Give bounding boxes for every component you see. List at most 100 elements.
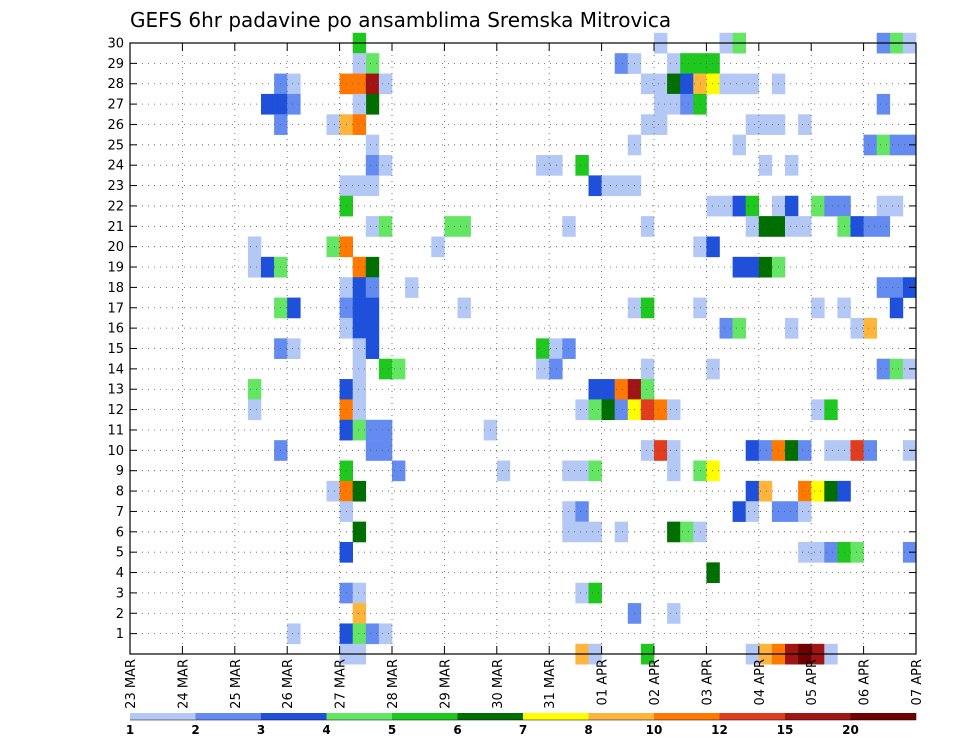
heatmap-cell	[247, 399, 262, 421]
y-tick-label: 11	[107, 423, 124, 438]
heatmap-cell	[824, 480, 838, 502]
heatmap-cell	[811, 480, 825, 502]
heatmap-cell	[601, 379, 615, 400]
x-axis-ticks: 23 MAR 24 MAR 25 MAR 26 MAR 27 MAR 28 MAR 29 M…	[124, 43, 925, 709]
heatmap-cell	[798, 501, 812, 522]
heatmap-cell	[824, 440, 838, 461]
y-tick-label: 18	[107, 281, 124, 296]
heatmap-cell	[850, 216, 864, 237]
heatmap-cell	[745, 216, 760, 237]
heatmap-cell	[745, 501, 760, 522]
y-tick-label: 4	[116, 566, 124, 581]
heatmap-cell	[876, 134, 891, 156]
y-tick-label: 15	[107, 342, 124, 357]
heatmap-cell	[640, 297, 655, 319]
y-tick-label: 30	[107, 37, 124, 52]
heatmap-cell	[785, 317, 799, 339]
colorbar-label: 7	[519, 723, 527, 737]
heatmap-cell	[352, 256, 367, 278]
colorbar-swatch	[850, 713, 917, 720]
heatmap-cell	[889, 134, 904, 156]
x-tick-label: 24 MAR	[176, 659, 191, 709]
heatmap-cell	[706, 460, 720, 482]
heatmap-cell	[732, 195, 746, 217]
heatmap-cell	[365, 73, 380, 95]
colorbar-label: 20	[842, 723, 859, 737]
heatmap-cell	[640, 73, 655, 95]
heatmap-cell	[798, 440, 812, 461]
heatmap-cell	[326, 236, 340, 258]
heatmap-cell	[614, 53, 629, 74]
heatmap-cell	[365, 440, 380, 461]
heatmap-cell	[824, 399, 838, 421]
y-tick-label: 28	[107, 77, 124, 92]
heatmap-cell	[889, 277, 904, 298]
x-tick-label: 25 MAR	[229, 659, 244, 709]
heatmap-cell	[378, 73, 393, 95]
heatmap-cell	[536, 155, 550, 176]
heatmap-cell	[378, 623, 393, 645]
heatmap-cell	[352, 623, 367, 645]
heatmap-cell	[431, 236, 445, 258]
grid-lines	[130, 43, 916, 654]
heatmap-cell	[365, 623, 380, 645]
heatmap-cell	[261, 256, 275, 278]
x-tick-label: 02 APR	[648, 659, 663, 705]
heatmap-cell	[575, 501, 589, 522]
heatmap-cell	[352, 521, 367, 543]
heatmap-cell	[850, 317, 864, 339]
heatmap-cell	[247, 256, 262, 278]
heatmap-cell	[575, 155, 589, 176]
y-tick-label: 12	[107, 403, 124, 418]
heatmap-cell	[785, 195, 799, 217]
heatmap-cell	[287, 93, 301, 115]
heatmap-cell	[654, 399, 668, 421]
y-tick-label: 24	[107, 159, 124, 174]
heatmap-cell	[706, 236, 720, 258]
heatmap-cell	[352, 53, 367, 74]
heatmap-cell	[614, 379, 629, 400]
colorbar-swatch	[457, 713, 524, 720]
y-tick-label: 13	[107, 383, 124, 398]
heatmap-cells	[247, 32, 917, 665]
heatmap-cell	[654, 114, 668, 135]
heatmap-cell	[261, 93, 275, 115]
y-tick-label: 22	[107, 199, 124, 214]
colorbar-label: 6	[453, 723, 461, 737]
heatmap-cell	[758, 216, 773, 237]
y-tick-label: 2	[116, 607, 124, 622]
heatmap-cell	[758, 256, 773, 278]
heatmap-cell	[365, 93, 380, 115]
heatmap-cell	[706, 73, 720, 95]
heatmap-cell	[667, 460, 681, 482]
y-tick-label: 6	[116, 525, 124, 540]
colorbar-label: 8	[584, 723, 592, 737]
x-tick-label: 07 APR	[910, 659, 925, 705]
heatmap-cell	[588, 582, 602, 604]
heatmap-cell	[640, 358, 655, 380]
y-tick-label: 21	[107, 220, 124, 235]
heatmap-cell	[365, 134, 380, 156]
x-tick-label: 29 MAR	[438, 659, 453, 709]
heatmap-cell	[876, 358, 891, 380]
y-tick-label: 9	[116, 464, 124, 479]
heatmap-cell	[863, 134, 877, 156]
heatmap-cell	[352, 480, 367, 502]
heatmap-cell	[365, 277, 380, 298]
x-tick-label: 27 MAR	[334, 659, 349, 709]
heatmap-cell	[876, 195, 891, 217]
heatmap-cell	[378, 216, 393, 237]
heatmap-cell	[365, 338, 380, 359]
x-tick-label: 01 APR	[596, 659, 611, 705]
heatmap-cell	[745, 195, 760, 217]
heatmap-cell	[365, 175, 380, 197]
heatmap-cell	[352, 277, 367, 298]
heatmap-cell	[680, 73, 694, 95]
heatmap-cell	[745, 73, 760, 95]
x-tick-label: 30 MAR	[491, 659, 506, 709]
heatmap-cell	[654, 440, 668, 461]
heatmap-cell	[549, 338, 563, 359]
heatmap-cell	[352, 114, 367, 135]
heatmap-cell	[575, 399, 589, 421]
heatmap-cell	[876, 93, 891, 115]
